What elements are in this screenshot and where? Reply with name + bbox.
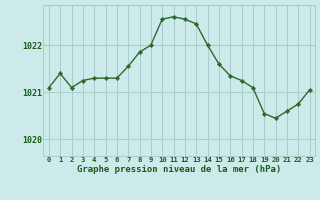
X-axis label: Graphe pression niveau de la mer (hPa): Graphe pression niveau de la mer (hPa) [77,165,281,174]
